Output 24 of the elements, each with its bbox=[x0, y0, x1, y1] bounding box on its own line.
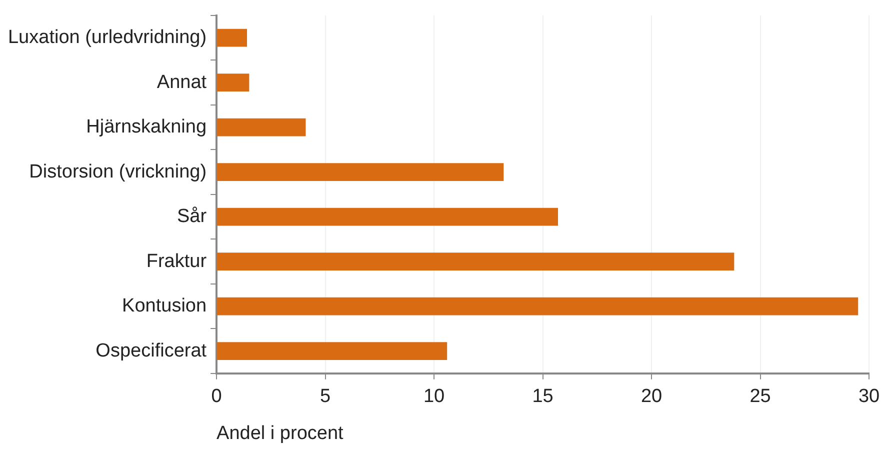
bar bbox=[217, 163, 504, 181]
bar bbox=[217, 252, 734, 270]
x-tick-label: 5 bbox=[320, 386, 331, 408]
bar bbox=[217, 118, 306, 136]
y-tick-label: Distorsion (vrickning) bbox=[29, 161, 207, 182]
x-tick-label: 10 bbox=[423, 386, 445, 408]
y-tick-label: Luxation (urledvridning) bbox=[8, 27, 207, 48]
bar bbox=[217, 208, 558, 226]
x-tick-label: 0 bbox=[211, 386, 222, 408]
x-tick-label: 25 bbox=[750, 386, 771, 408]
y-tick-label: Ospecificerat bbox=[96, 340, 208, 362]
y-tick-label: Hjärnskakning bbox=[86, 116, 207, 138]
x-tick-label: 15 bbox=[532, 386, 554, 408]
y-tick-label: Sår bbox=[176, 206, 208, 228]
y-tick-label: Kontusion bbox=[122, 296, 207, 317]
x-axis-title: Andel i procent bbox=[216, 422, 344, 444]
y-tick-label: Annat bbox=[156, 72, 208, 93]
bar bbox=[217, 297, 858, 316]
x-tick-label: 30 bbox=[858, 386, 880, 408]
bar bbox=[217, 74, 250, 92]
x-tick-label: 20 bbox=[640, 386, 662, 408]
y-tick-label: Fraktur bbox=[146, 250, 208, 272]
bar bbox=[217, 28, 247, 47]
bar bbox=[217, 342, 448, 360]
